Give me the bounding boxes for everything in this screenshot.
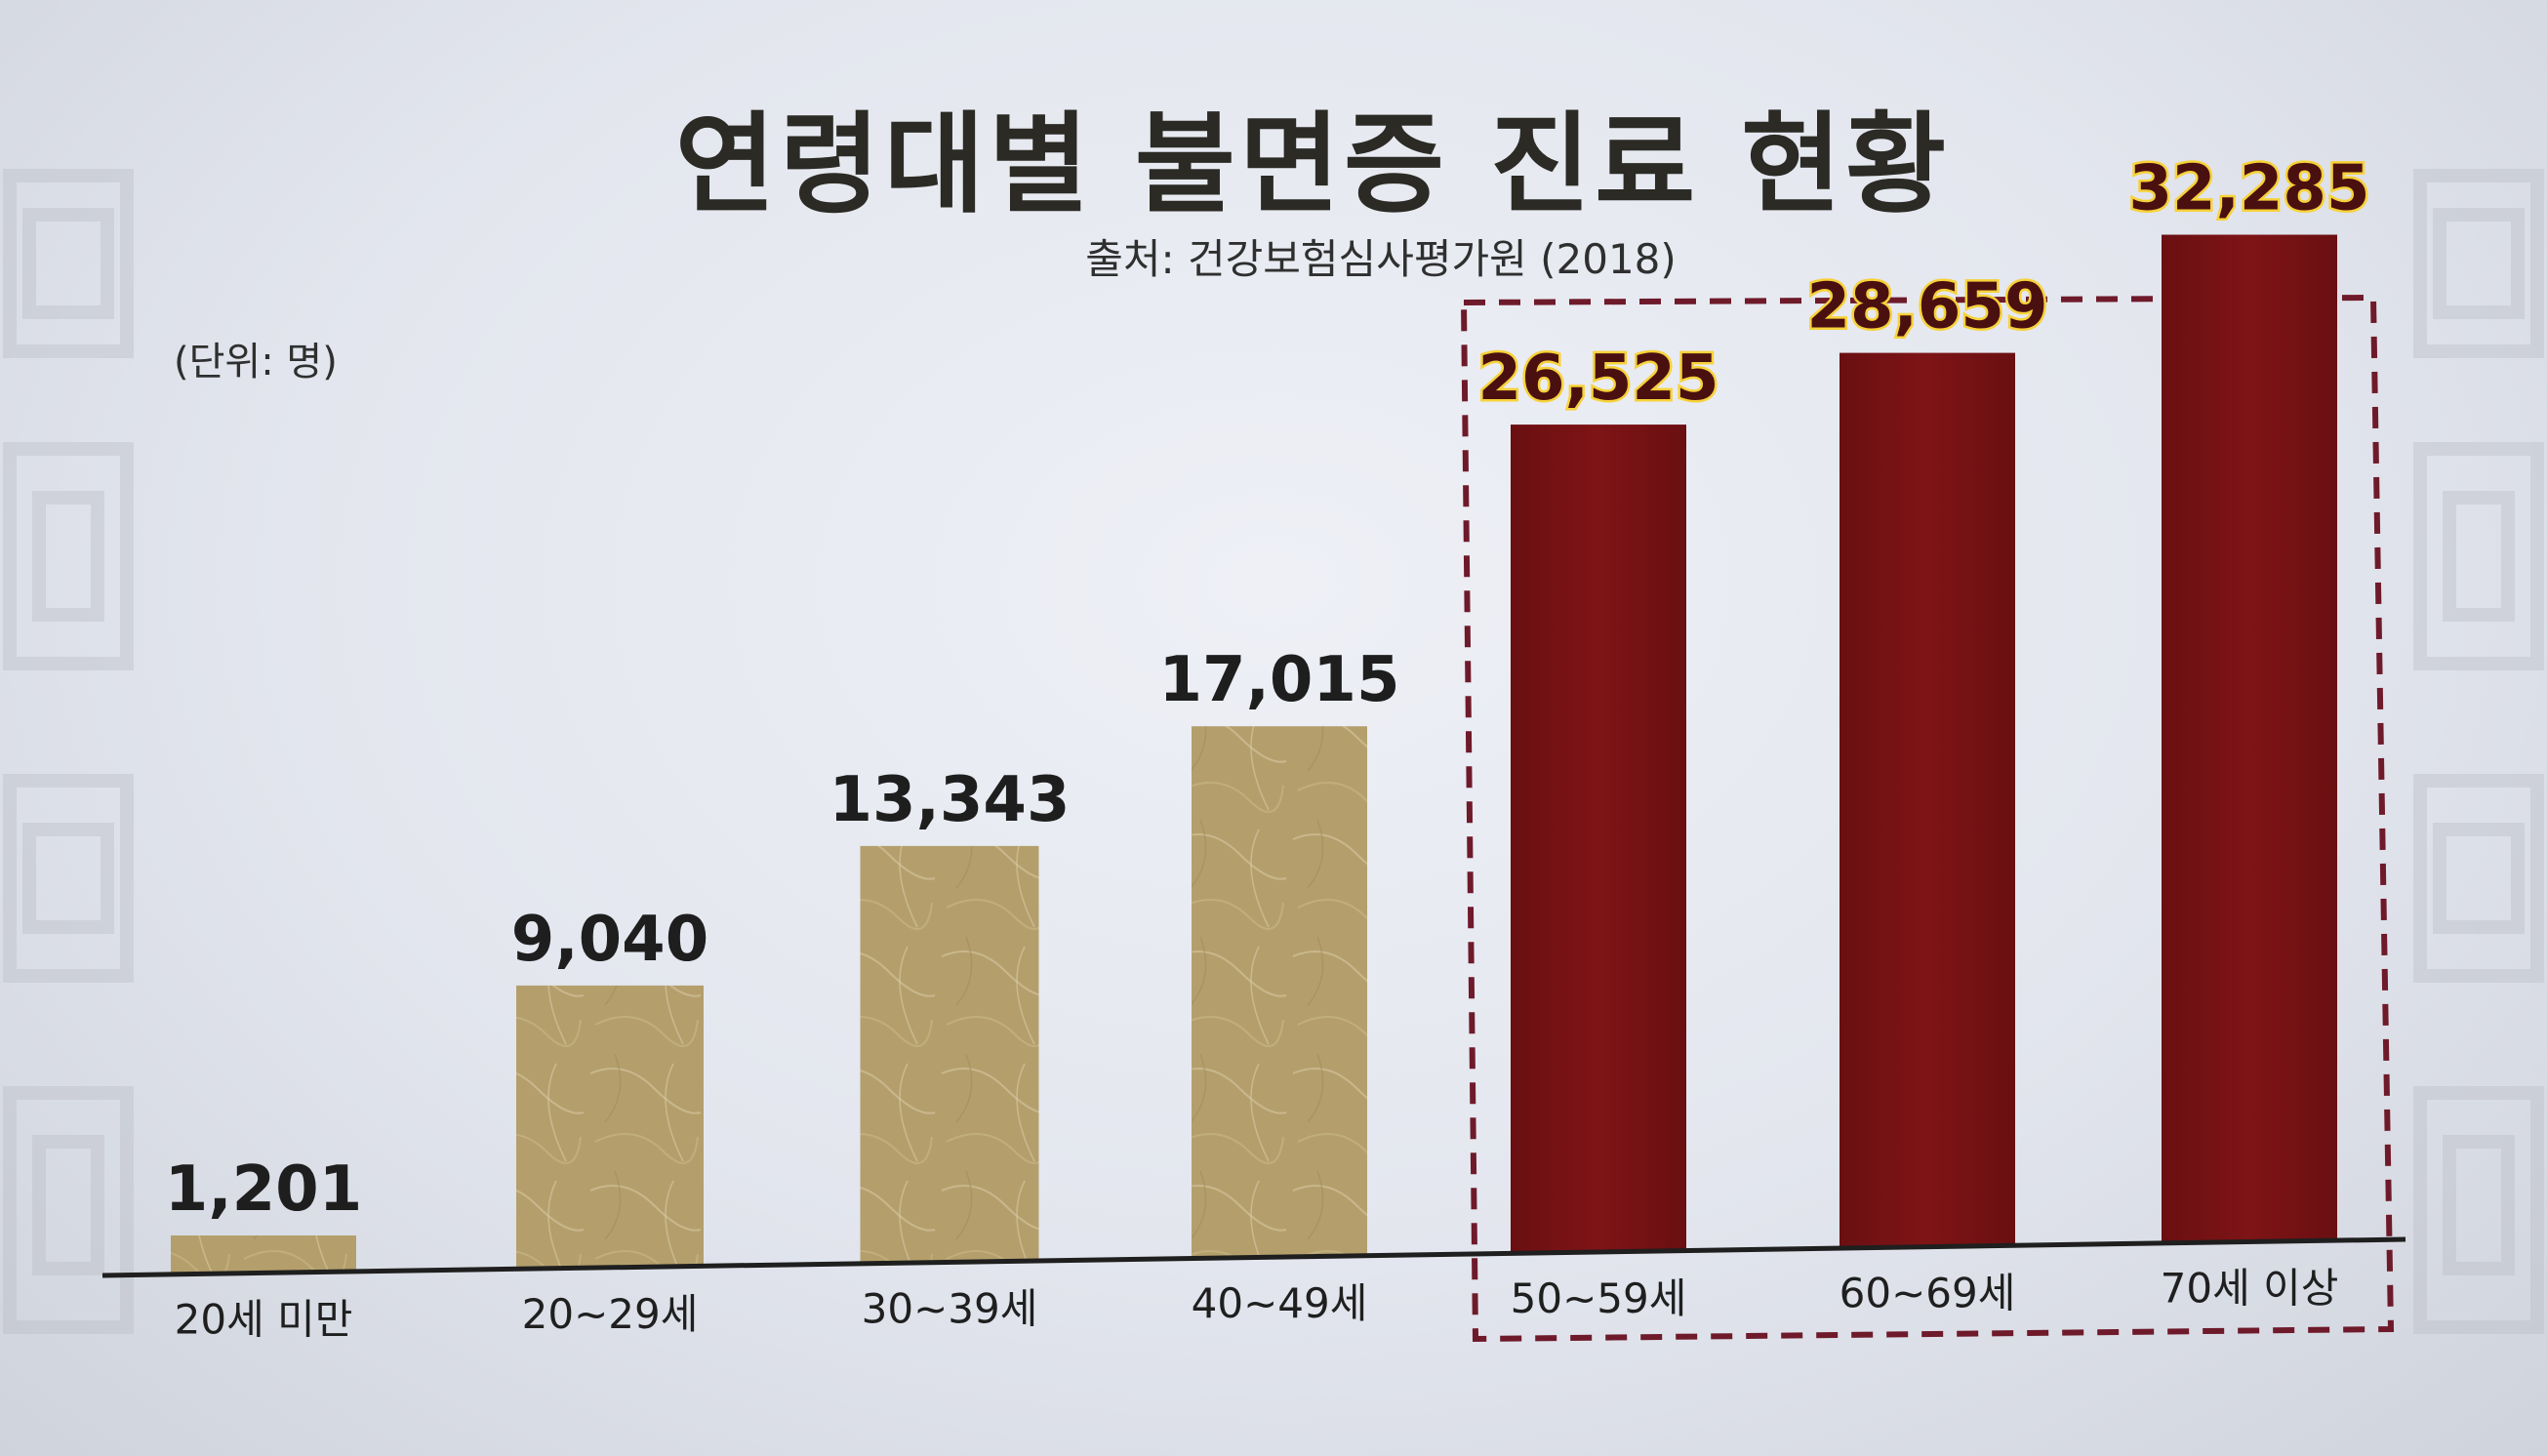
category-label-2: 20~29세 xyxy=(522,1290,699,1338)
value-label-5: 26,525 xyxy=(1478,343,1719,415)
lattice-pattern-left xyxy=(3,169,134,1334)
x-axis-baseline xyxy=(101,1236,2406,1278)
bar-2 xyxy=(516,985,704,1268)
value-label-4: 17,015 xyxy=(1159,644,1400,716)
value-label-1: 1,201 xyxy=(165,1153,362,1226)
bar-5 xyxy=(1511,425,1686,1252)
category-label-6: 60~69세 xyxy=(1840,1270,2016,1317)
lattice-pattern-right xyxy=(2413,169,2544,1334)
bar-6 xyxy=(1840,352,2015,1247)
highlight-box xyxy=(1460,294,2395,1343)
bar-7 xyxy=(2162,234,2337,1242)
category-label-7: 70세 이상 xyxy=(2161,1265,2339,1313)
value-label-3: 13,343 xyxy=(829,764,1071,836)
bar-1 xyxy=(171,1235,356,1274)
bar-4 xyxy=(1192,726,1367,1258)
category-label-5: 50~59세 xyxy=(1511,1274,1687,1322)
unit-label: (단위: 명) xyxy=(174,340,338,384)
category-label-3: 30~39세 xyxy=(862,1284,1038,1332)
value-label-2: 9,040 xyxy=(511,904,708,976)
category-label-4: 40~49세 xyxy=(1192,1279,1368,1327)
chart-source: 출처: 건강보험심사평가원 (2018) xyxy=(1085,235,1677,283)
category-label-1: 20세 미만 xyxy=(175,1295,353,1343)
value-label-7: 32,285 xyxy=(2129,153,2370,225)
chart-title: 연령대별 불면증 진료 현황 xyxy=(674,101,1951,228)
bar-3 xyxy=(860,845,1039,1263)
value-label-6: 28,659 xyxy=(1807,271,2048,344)
